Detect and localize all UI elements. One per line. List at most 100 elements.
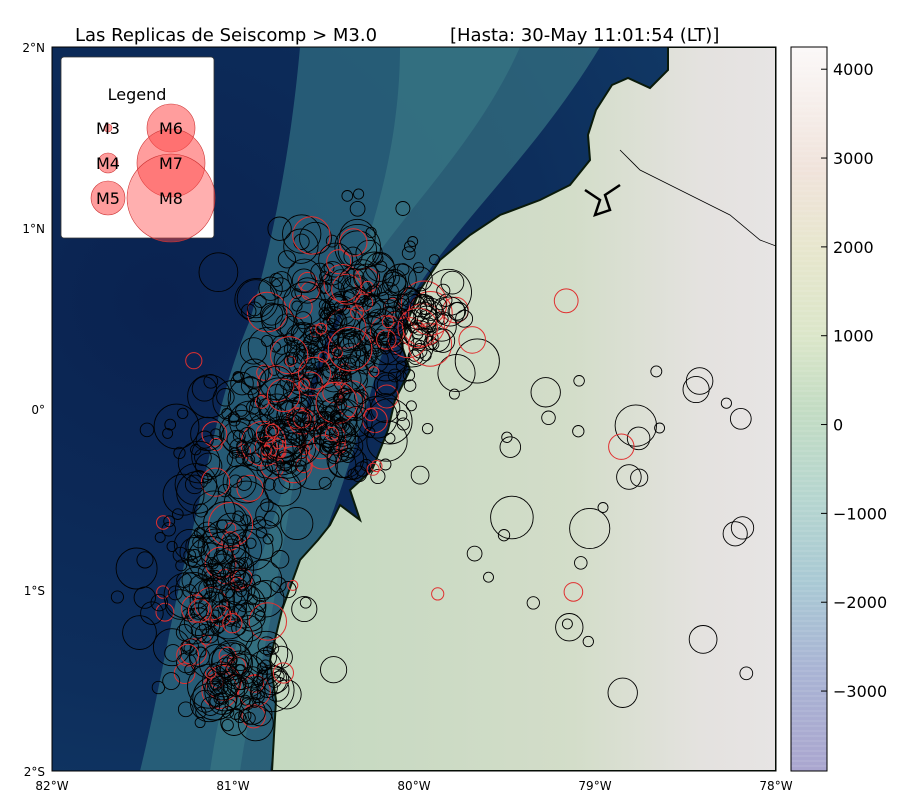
event-marker xyxy=(370,468,386,485)
event-marker xyxy=(354,344,367,357)
event-marker xyxy=(264,469,302,507)
event-marker xyxy=(295,349,311,365)
event-marker xyxy=(279,581,297,599)
map-subtitle: [Hasta: 30-May 11:01:54 (LT)] xyxy=(450,25,719,46)
event-marker xyxy=(164,418,177,431)
event-marker xyxy=(195,706,207,719)
event-marker xyxy=(162,473,205,516)
recent-event-marker xyxy=(292,216,331,255)
event-marker xyxy=(413,262,424,274)
event-marker xyxy=(243,365,267,389)
event-marker xyxy=(261,303,295,338)
event-marker xyxy=(202,661,241,701)
legend-label-m5: M5 xyxy=(96,189,120,208)
colorbar-tick-label: −3000 xyxy=(833,682,887,701)
event-marker xyxy=(312,348,324,360)
coast-detail xyxy=(584,183,621,217)
lat-label-1n: 1°N xyxy=(22,222,45,236)
event-marker xyxy=(269,272,284,287)
event-marker xyxy=(287,258,322,294)
recent-event-marker xyxy=(408,322,453,367)
event-marker xyxy=(387,296,399,309)
event-marker xyxy=(260,433,303,476)
event-marker xyxy=(739,666,754,681)
lat-label-2s: 2°S xyxy=(24,765,45,779)
event-marker xyxy=(333,365,362,394)
event-marker xyxy=(176,652,197,674)
recent-event-marker xyxy=(246,291,288,333)
event-marker xyxy=(616,464,642,490)
event-marker xyxy=(194,448,212,467)
event-marker xyxy=(263,478,276,491)
recent-event-marker xyxy=(176,643,200,667)
event-marker xyxy=(239,337,268,365)
event-marker xyxy=(236,439,248,451)
event-marker xyxy=(163,515,176,528)
event-marker xyxy=(501,431,513,443)
recent-event-marker xyxy=(272,438,284,450)
event-marker xyxy=(364,337,385,358)
event-marker xyxy=(291,595,318,623)
event-marker xyxy=(270,550,290,569)
event-marker xyxy=(375,260,388,273)
event-marker xyxy=(230,371,254,396)
event-marker xyxy=(318,476,332,490)
event-marker xyxy=(210,642,253,685)
event-marker xyxy=(574,556,588,570)
event-marker xyxy=(630,468,649,487)
recent-event-marker xyxy=(266,378,301,412)
event-marker xyxy=(341,405,373,438)
event-marker xyxy=(192,535,205,549)
recent-event-marker xyxy=(270,336,309,375)
event-marker xyxy=(370,284,382,296)
event-marker xyxy=(401,246,416,261)
event-marker xyxy=(607,677,638,708)
recent-event-marker xyxy=(376,329,397,350)
event-marker xyxy=(440,270,465,295)
event-marker xyxy=(323,398,364,438)
event-marker xyxy=(404,240,416,253)
event-marker xyxy=(365,226,377,238)
event-marker xyxy=(271,334,292,355)
event-marker xyxy=(177,701,194,718)
event-marker xyxy=(227,558,247,578)
event-marker xyxy=(455,309,474,328)
event-marker xyxy=(310,262,330,282)
event-marker xyxy=(291,394,312,415)
event-marker xyxy=(232,429,246,443)
event-marker xyxy=(173,446,186,460)
event-marker xyxy=(339,218,376,256)
event-marker xyxy=(367,311,381,326)
event-marker xyxy=(396,409,408,422)
event-marker xyxy=(283,341,301,358)
event-marker xyxy=(195,430,214,449)
event-marker xyxy=(201,626,219,644)
lat-label-2n: 2°N xyxy=(22,41,45,55)
event-marker xyxy=(235,664,247,676)
event-marker xyxy=(163,572,211,619)
event-marker xyxy=(296,428,309,442)
event-marker xyxy=(349,200,366,217)
event-marker xyxy=(133,586,156,609)
event-marker xyxy=(326,440,365,479)
event-marker xyxy=(261,334,273,347)
event-marker xyxy=(366,398,413,445)
event-marker xyxy=(319,364,348,393)
event-marker xyxy=(187,526,229,568)
map-area xyxy=(52,47,776,771)
event-marker xyxy=(227,674,239,687)
event-marker xyxy=(335,389,367,421)
event-marker xyxy=(397,294,410,306)
event-marker xyxy=(260,302,284,326)
event-marker xyxy=(278,461,308,491)
legend-label-m7: M7 xyxy=(159,154,183,173)
event-marker xyxy=(212,380,255,422)
event-marker xyxy=(408,349,421,362)
legend-marker-m7 xyxy=(136,128,206,198)
colorbar-tick-label: 2000 xyxy=(833,238,874,257)
event-marker xyxy=(339,316,361,337)
event-marker xyxy=(250,668,295,713)
event-marker xyxy=(232,510,245,523)
recent-event-marker xyxy=(222,613,243,634)
event-marker xyxy=(197,564,214,580)
